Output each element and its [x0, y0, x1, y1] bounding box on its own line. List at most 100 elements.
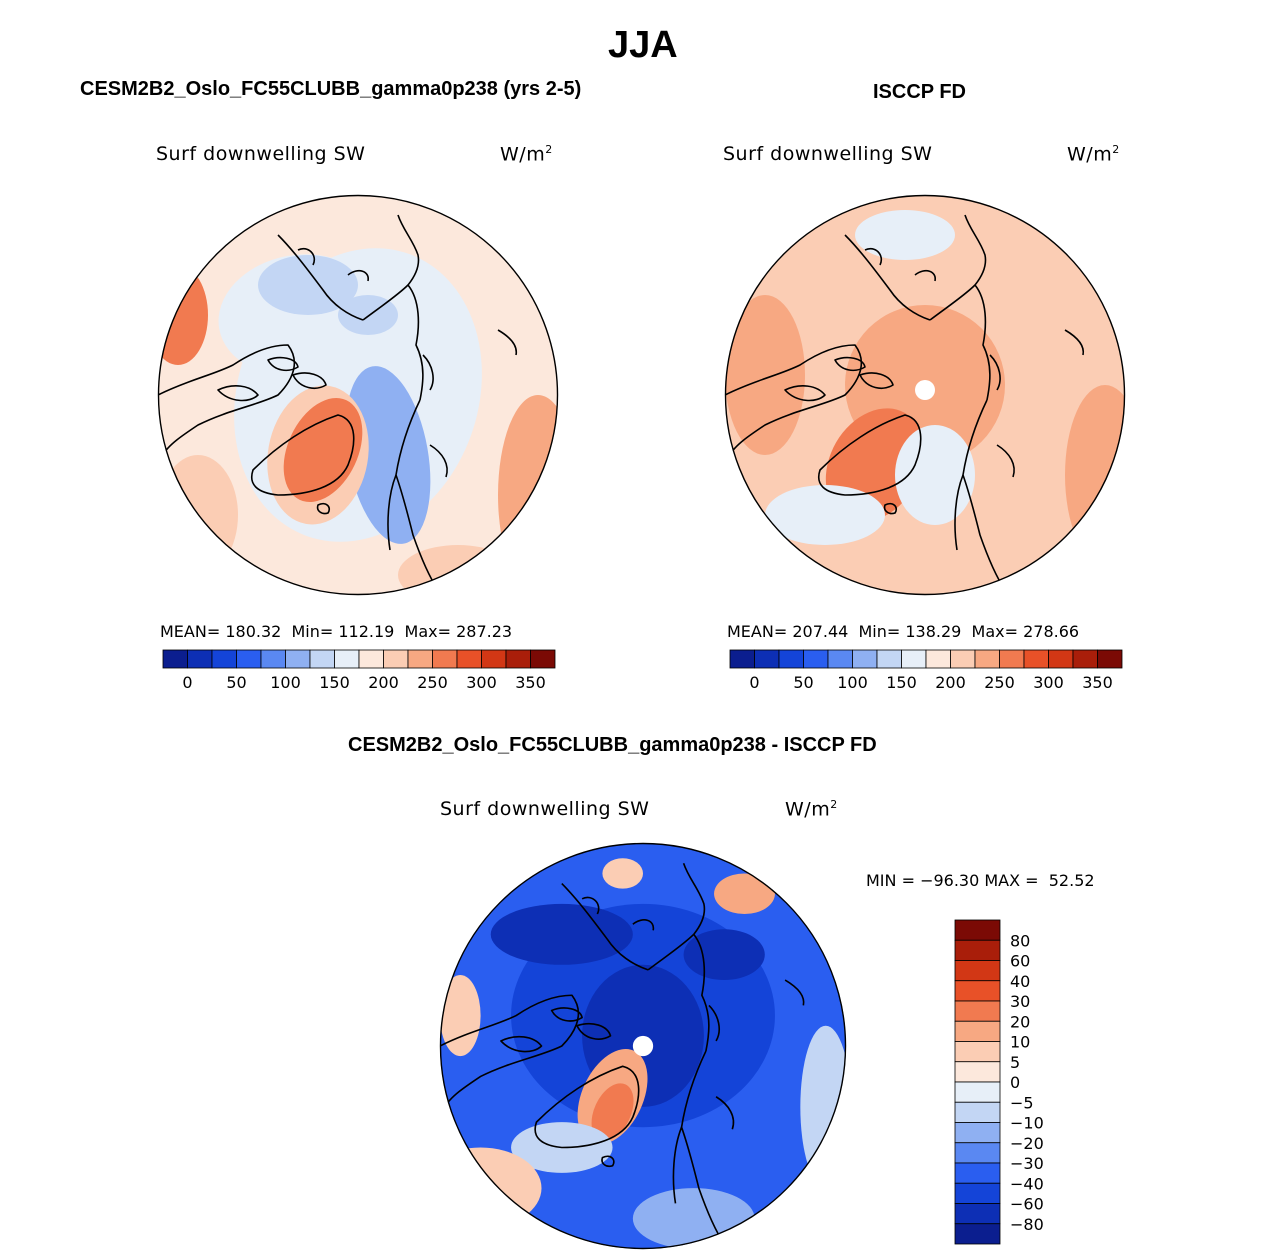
panel1-colorbar-tick-label: 350 [515, 673, 546, 692]
panel3-colorbar-tick-label: 20 [1010, 1012, 1030, 1031]
labrador-low-region [765, 485, 885, 545]
panel2-mean-value: 207.44 [792, 622, 849, 641]
panel2-colorbar-swatch [901, 649, 927, 669]
pole-mask [915, 380, 935, 400]
panel3-colorbar-swatch [954, 1081, 1001, 1103]
panel1-colorbar-swatch [162, 649, 188, 669]
panel3-colorbar-swatch [954, 960, 1001, 982]
bering-high-region [714, 873, 775, 915]
greenland-peak-region [591, 1083, 634, 1141]
panel3-colorbar-tick-label: 5 [1010, 1053, 1020, 1072]
panel2-mean-label: MEAN= [727, 622, 788, 641]
panel1-colorbar-tick-label: 250 [417, 673, 448, 692]
pacific-high-region [725, 295, 805, 455]
panel2-colorbar-swatch [950, 649, 976, 669]
panel1-colorbar-tick-label: 100 [270, 673, 301, 692]
panel1-colorbar-swatch [383, 649, 409, 669]
panel2-min-value: 138.29 [905, 622, 962, 641]
panel3-colorbar-tick-label: 30 [1010, 992, 1030, 1011]
panel2-colorbar-swatch [1097, 649, 1123, 669]
panel1-mean-value: 180.32 [225, 622, 282, 641]
eurasia-high-region [498, 395, 558, 595]
panel2-title: ISCCP FD [873, 81, 966, 103]
panel3-colorbar-swatch [954, 939, 1001, 961]
pacific-high-region [158, 265, 208, 365]
panel3-colorbar-swatch [954, 1020, 1001, 1042]
panel3-colorbar-tick-label: 10 [1010, 1033, 1030, 1052]
panel2-max-value: 278.66 [1023, 622, 1080, 641]
panel3-colorbar-tick-label: 60 [1010, 952, 1030, 971]
panel3-colorbar-swatch [954, 1203, 1001, 1225]
panel3-colorbar-tick-label: 80 [1010, 931, 1030, 950]
panel1-colorbar-swatch [236, 649, 262, 669]
panel3-colorbar-tick-label: −80 [1010, 1215, 1044, 1234]
panel1-colorbar-swatch [285, 649, 311, 669]
panel1-mean-label: MEAN= [160, 622, 221, 641]
panel2-colorbar-tick-label: 150 [886, 673, 917, 692]
atlantic-low-region [895, 425, 975, 525]
panel3-colorbar-swatch [954, 1101, 1001, 1123]
panel1-min-label: Min= [291, 622, 334, 641]
panel1-colorbar-swatch [260, 649, 286, 669]
panel1-colorbar-swatch [432, 649, 458, 669]
panel2-colorbar-tick-label: 250 [984, 673, 1015, 692]
pole-mask [632, 1035, 654, 1057]
panel2-variable-label: Surf downwelling SW [723, 143, 933, 165]
map-boundary [439, 842, 847, 1250]
panel2-colorbar-swatch [1048, 649, 1074, 669]
panel3-colorbar-swatch [954, 919, 1001, 941]
panel3-colorbar-tick-label: −60 [1010, 1195, 1044, 1214]
panel1-max-label: Max= [404, 622, 452, 641]
panel1-polar-map [157, 194, 559, 596]
panel2-colorbar: 0 50 100 150 200 250 300 350 [729, 649, 1123, 692]
panel3-colorbar-swatch [954, 1122, 1001, 1144]
panel2-colorbar-swatch [1023, 649, 1049, 669]
panel2-colorbar-tick-label: 200 [935, 673, 966, 692]
panel2-colorbar-swatch [1072, 649, 1098, 669]
panel2-colorbar-swatch [778, 649, 804, 669]
panel1-colorbar-tick-label: 0 [182, 673, 192, 692]
pacific-high-region [440, 974, 481, 1057]
panel1-colorbar-swatch [358, 649, 384, 669]
panel1-min-value: 112.19 [338, 622, 395, 641]
panel3-colorbar-swatch [954, 1041, 1001, 1063]
europe-high-region [398, 545, 518, 595]
panel2-colorbar-swatch [999, 649, 1025, 669]
panel3-minmax-text: MIN = −96.30 MAX = 52.52 [866, 871, 1095, 890]
panel3-colorbar-swatch [954, 1223, 1001, 1245]
panel2-colorbar-swatch [876, 649, 902, 669]
panel3-colorbar-tick-label: 0 [1010, 1073, 1020, 1092]
eurasia-high-region [1065, 385, 1125, 565]
europe-region [632, 1188, 755, 1249]
panel1-colorbar-swatch [407, 649, 433, 669]
panel2-colorbar-swatch [925, 649, 951, 669]
panel2-colorbar-tick-label: 50 [793, 673, 813, 692]
panel1-colorbar: 0 50 100 150 200 250 300 350 [162, 649, 556, 692]
barents-low-region [345, 366, 431, 544]
panel1-variable-label: Surf downwelling SW [156, 143, 366, 165]
panel2-stats: MEAN= 207.44 Min= 138.29 Max= 278.66 [727, 622, 1079, 641]
panel3-variable-label: Surf downwelling SW [440, 798, 650, 820]
panel3-polar-map [439, 842, 847, 1250]
panel1-colorbar-swatch [309, 649, 335, 669]
panel2-polar-map [724, 194, 1126, 596]
panel2-colorbar-tick-label: 0 [749, 673, 759, 692]
panel3-colorbar-tick-label: −10 [1010, 1114, 1044, 1133]
panel3-colorbar-tick-label: 40 [1010, 972, 1030, 991]
map-boundary [157, 194, 559, 596]
panel1-colorbar-swatch [456, 649, 482, 669]
panel2-min-label: Min= [858, 622, 901, 641]
panel2-max-label: Max= [971, 622, 1019, 641]
panel3-colorbar-swatch [954, 1000, 1001, 1022]
panel2-colorbar-swatch [852, 649, 878, 669]
panel1-colorbar-swatch [530, 649, 556, 669]
panel1-max-value: 287.23 [456, 622, 513, 641]
panel2-colorbar-tick-label: 300 [1033, 673, 1064, 692]
panel1-colorbar-swatch [505, 649, 531, 669]
alaska-low-region [258, 255, 358, 315]
panel2-colorbar-swatch [827, 649, 853, 669]
atlantic-high-region [440, 1147, 542, 1229]
panel2-colorbar-tick-label: 100 [837, 673, 868, 692]
panel3-colorbar-swatch [954, 1162, 1001, 1184]
